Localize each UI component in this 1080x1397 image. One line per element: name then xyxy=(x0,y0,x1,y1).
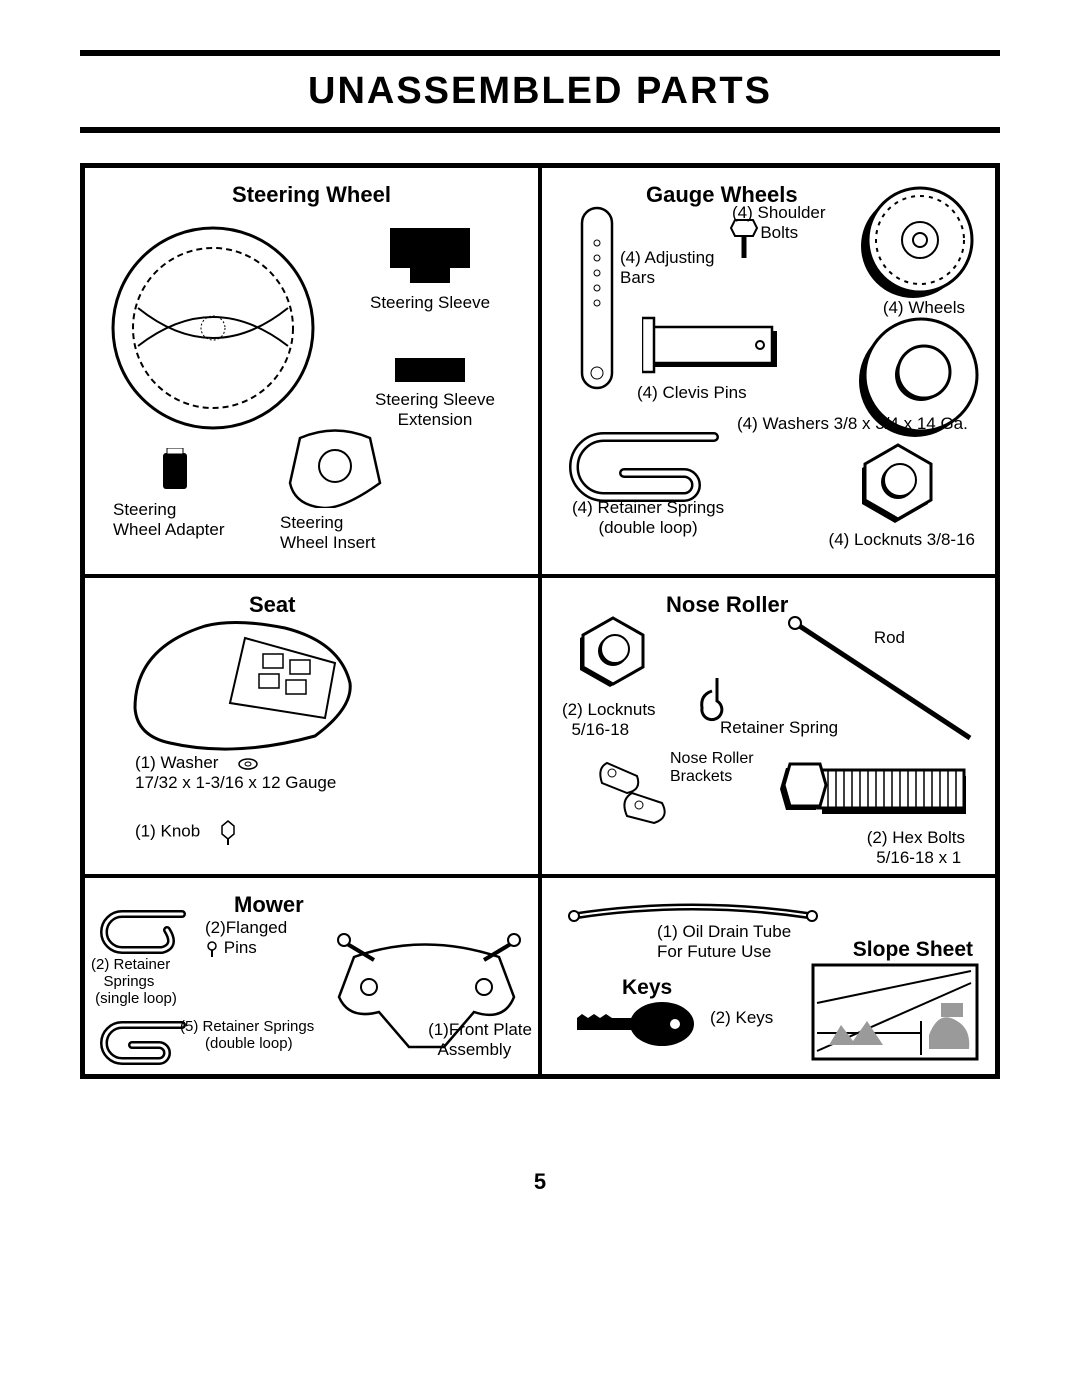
mower-retainer-single-label: (2) Retainer Springs (single loop) xyxy=(91,956,177,1007)
seat-washer-l2: 17/32 x 1-3/16 x 12 Gauge xyxy=(135,773,336,792)
key-icon xyxy=(577,1000,697,1050)
nr-locknuts-label: (2) Locknuts 5/16-18 xyxy=(562,700,656,740)
oil-l2: For Future Use xyxy=(657,942,771,961)
mrs-l2: Springs xyxy=(104,973,155,990)
adjusting-l1: (4) Adjusting xyxy=(620,248,715,267)
locknut-icon xyxy=(850,443,940,533)
steering-wheel-icon xyxy=(103,218,323,438)
front-plate-label: (1)Front Plate Assembly xyxy=(428,1020,532,1060)
insert-l1: Steering xyxy=(280,513,343,532)
sleeve-ext-l2: Extension xyxy=(398,410,473,429)
clevis-pin-icon xyxy=(642,313,782,383)
adjusting-l2: Bars xyxy=(620,268,655,287)
cell-mower: Mower (2) Retainer Springs (single loop) xyxy=(83,876,540,1076)
page-container: Unassembled Parts Steering Wheel xyxy=(0,0,1080,1255)
oil-tube-label: (1) Oil Drain Tube For Future Use xyxy=(657,922,791,962)
keys-count-label: (2) Keys xyxy=(710,1008,773,1028)
shoulder-l2: Bolts xyxy=(760,223,798,242)
parts-grid: Steering Wheel Steering Sleeve xyxy=(80,163,1000,1079)
nr-locknut-l1: (2) Locknuts xyxy=(562,700,656,719)
adjusting-bar-icon xyxy=(572,203,622,393)
wheel-adapter-icon xyxy=(155,448,195,498)
steering-sleeve-ext-label: Steering Sleeve Extension xyxy=(370,390,500,430)
insert-l2: Wheel Insert xyxy=(280,533,375,552)
hex-bolts-label: (2) Hex Bolts 5/16-18 x 1 xyxy=(867,828,965,868)
fp-l1: (1)Front Plate xyxy=(428,1020,532,1039)
hex-l1: (2) Hex Bolts xyxy=(867,828,965,847)
cell-gauge-wheels: Gauge Wheels (4) Adjusting Bars xyxy=(540,166,997,576)
bottom-rule xyxy=(80,127,1000,133)
slope-sheet-icon xyxy=(811,963,981,1063)
seat-icon xyxy=(115,608,365,758)
nr-brackets-l1: Nose Roller xyxy=(670,750,754,767)
washer-small-icon xyxy=(237,758,259,770)
wheel-adapter-label: Steering Wheel Adapter xyxy=(113,500,225,540)
hex-bolt-icon xyxy=(780,756,970,826)
steering-sleeve-label: Steering Sleeve xyxy=(370,293,490,313)
clevis-pins-label: (4) Clevis Pins xyxy=(637,383,747,403)
sleeve-ext-l1: Steering Sleeve xyxy=(375,390,495,409)
mrd-l1: (5) Retainer Springs xyxy=(180,1018,314,1035)
mrs-l1: (2) Retainer xyxy=(91,956,170,973)
fp-l2: Assembly xyxy=(438,1040,512,1059)
retainer-single-icon xyxy=(87,902,187,958)
nr-retainer-label: Retainer Spring xyxy=(720,718,838,738)
flanged-l2: Pins xyxy=(224,938,257,957)
cell-steering-wheel: Steering Wheel Steering Sleeve xyxy=(83,166,540,576)
nr-locknut-l2: 5/16-18 xyxy=(571,720,629,739)
wheel-insert-icon xyxy=(285,428,385,508)
slope-sheet-title: Slope Sheet xyxy=(853,938,973,962)
steering-sleeve-ext-icon xyxy=(395,358,465,386)
nr-brackets-icon xyxy=(592,748,682,828)
keys-title: Keys xyxy=(622,976,672,1000)
locknuts-label: (4) Locknuts 3/8-16 xyxy=(829,530,975,550)
seat-knob-text: (1) Knob xyxy=(135,821,200,840)
cell-misc: (1) Oil Drain Tube For Future Use Keys (… xyxy=(540,876,997,1076)
row-3: Mower (2) Retainer Springs (single loop) xyxy=(83,876,997,1076)
mrs-l3: (single loop) xyxy=(95,990,177,1007)
wheel-insert-label: Steering Wheel Insert xyxy=(280,513,375,553)
shoulder-l1: (4) Shoulder xyxy=(732,203,826,222)
steering-wheel-title: Steering Wheel xyxy=(99,182,524,208)
nr-locknut-icon xyxy=(570,616,650,696)
mrd-l2: (double loop) xyxy=(205,1035,293,1052)
gauge-wheel-icon xyxy=(855,178,985,308)
oil-l1: (1) Oil Drain Tube xyxy=(657,922,791,941)
nr-brackets-label: Nose Roller Brackets xyxy=(670,750,754,786)
seat-washer-l1: (1) Washer xyxy=(135,753,218,772)
row-1: Steering Wheel Steering Sleeve xyxy=(83,166,997,576)
retainer-springs-double-label: (4) Retainer Springs (double loop) xyxy=(572,498,724,538)
flanged-pins-label: (2)Flanged Pins xyxy=(205,918,287,958)
steering-sleeve-icon xyxy=(385,228,475,288)
retainer-double-icon-2 xyxy=(87,1013,187,1069)
washers-label: (4) Washers 3/8 x 3/4 x 14 Ga. xyxy=(737,414,968,434)
hex-l2: 5/16-18 x 1 xyxy=(876,848,961,867)
gw-retainer-l1: (4) Retainer Springs xyxy=(572,498,724,517)
gw-retainer-l2: (double loop) xyxy=(598,518,697,537)
cell-nose-roller: Nose Roller (2) Locknuts 5/16-18 xyxy=(540,576,997,876)
adapter-l2: Wheel Adapter xyxy=(113,520,225,539)
rod-label: Rod xyxy=(874,628,905,648)
shoulder-bolts-label: (4) Shoulder Bolts xyxy=(732,203,826,243)
row-2: Seat (1) Washer 17/32 x 1-3/16 x 12 Gaug… xyxy=(83,576,997,876)
knob-icon xyxy=(214,818,242,846)
top-rule xyxy=(80,50,1000,56)
mower-retainer-double-label: (5) Retainer Springs (double loop) xyxy=(180,1018,314,1052)
page-number: 5 xyxy=(80,1169,1000,1195)
seat-knob-label: (1) Knob xyxy=(135,818,242,846)
adjusting-bars-label: (4) Adjusting Bars xyxy=(620,248,715,288)
cell-seat: Seat (1) Washer 17/32 x 1-3/16 x 12 Gaug… xyxy=(83,576,540,876)
flanged-l1: (2)Flanged xyxy=(205,918,287,937)
seat-washer-label: (1) Washer 17/32 x 1-3/16 x 12 Gauge xyxy=(135,753,336,793)
adapter-l1: Steering xyxy=(113,500,176,519)
page-title: Unassembled Parts xyxy=(80,62,1000,121)
nr-brackets-l2: Brackets xyxy=(670,768,732,785)
flanged-pin-icon xyxy=(205,941,219,957)
